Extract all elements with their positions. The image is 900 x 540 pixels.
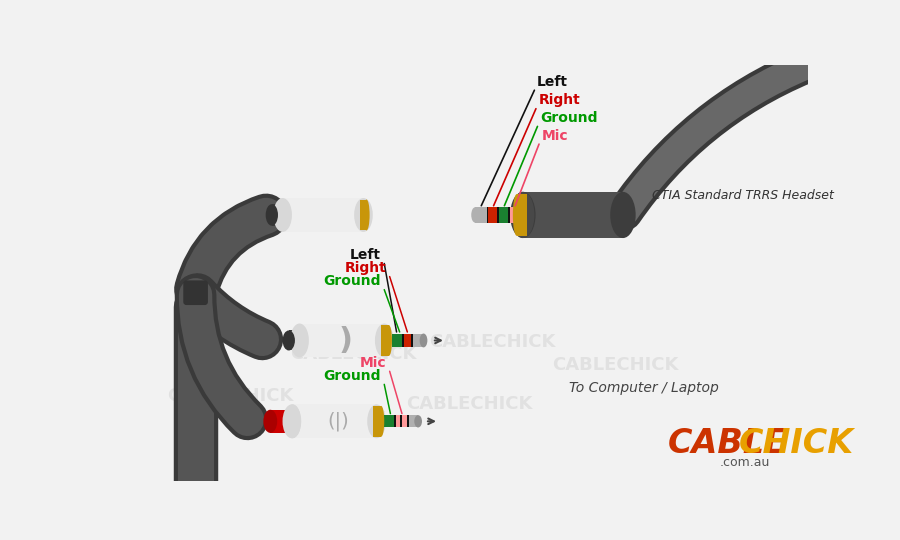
Text: CABLE: CABLE <box>668 427 788 460</box>
Ellipse shape <box>472 207 479 222</box>
Bar <box>300 323 384 357</box>
Bar <box>292 404 376 438</box>
FancyArrowPatch shape <box>625 66 806 213</box>
Bar <box>400 415 402 428</box>
Ellipse shape <box>264 410 277 433</box>
Ellipse shape <box>367 404 386 438</box>
Bar <box>409 415 419 428</box>
FancyArrowPatch shape <box>197 294 262 340</box>
Ellipse shape <box>513 194 520 236</box>
FancyArrowPatch shape <box>196 216 266 289</box>
Text: CABLECHICK: CABLECHICK <box>291 345 417 362</box>
Bar <box>487 207 488 222</box>
Bar <box>403 334 412 347</box>
Text: ): ) <box>338 326 353 355</box>
Text: CHICK: CHICK <box>738 427 853 460</box>
Text: CABLECHICK: CABLECHICK <box>406 395 532 413</box>
Bar <box>396 415 408 428</box>
Bar <box>270 410 291 433</box>
Ellipse shape <box>386 325 392 356</box>
FancyBboxPatch shape <box>184 280 208 305</box>
Bar <box>382 325 389 356</box>
FancyArrowPatch shape <box>625 66 806 213</box>
Text: CABLECHICK: CABLECHICK <box>167 387 293 405</box>
FancyArrowPatch shape <box>195 295 248 420</box>
Ellipse shape <box>378 406 384 437</box>
Text: (|): (|) <box>328 411 349 431</box>
Bar <box>475 207 488 222</box>
Bar <box>374 406 382 437</box>
Bar <box>384 415 395 428</box>
Text: Mic: Mic <box>360 356 387 370</box>
Ellipse shape <box>283 330 295 350</box>
Bar <box>360 200 366 231</box>
Bar <box>392 334 402 347</box>
Bar <box>402 334 403 347</box>
Ellipse shape <box>510 192 536 238</box>
Text: Mic: Mic <box>541 129 568 143</box>
Text: .com.au: .com.au <box>356 413 412 426</box>
Bar <box>413 334 424 347</box>
Text: Ground: Ground <box>324 369 382 383</box>
Text: .com.au: .com.au <box>719 456 770 469</box>
FancyArrowPatch shape <box>196 216 266 289</box>
Bar <box>488 207 499 222</box>
Ellipse shape <box>266 204 278 226</box>
Bar <box>509 207 519 222</box>
Text: CABLECHICK: CABLECHICK <box>259 410 386 428</box>
FancyArrowPatch shape <box>195 295 248 420</box>
Ellipse shape <box>283 404 302 438</box>
Text: CABLECHICK: CABLECHICK <box>429 333 555 351</box>
Text: Left: Left <box>536 75 568 89</box>
Text: CABLECHICK: CABLECHICK <box>552 356 679 374</box>
Bar <box>411 334 413 347</box>
Bar <box>394 415 396 428</box>
Text: To Computer / Laptop: To Computer / Laptop <box>569 381 719 395</box>
Ellipse shape <box>511 192 535 238</box>
Text: Left: Left <box>350 248 382 262</box>
Bar <box>523 192 623 238</box>
Bar <box>272 204 285 226</box>
Bar <box>499 207 509 222</box>
Ellipse shape <box>375 323 393 357</box>
Text: CTIA Standard TRRS Headset: CTIA Standard TRRS Headset <box>652 189 834 202</box>
Bar <box>283 198 364 232</box>
Ellipse shape <box>610 192 635 238</box>
Text: Ground: Ground <box>540 111 598 125</box>
FancyArrowPatch shape <box>197 294 262 340</box>
Ellipse shape <box>284 404 302 438</box>
Ellipse shape <box>354 198 373 232</box>
Ellipse shape <box>290 323 309 357</box>
Ellipse shape <box>419 334 428 347</box>
Text: Right: Right <box>538 93 580 107</box>
Bar <box>517 194 527 236</box>
Bar <box>508 207 509 222</box>
Text: Right: Right <box>345 261 387 275</box>
Bar <box>498 207 499 222</box>
Ellipse shape <box>414 415 422 428</box>
Text: Ground: Ground <box>324 274 382 288</box>
Bar <box>408 415 409 428</box>
Ellipse shape <box>364 200 370 231</box>
Ellipse shape <box>274 198 292 232</box>
Bar <box>289 330 302 350</box>
